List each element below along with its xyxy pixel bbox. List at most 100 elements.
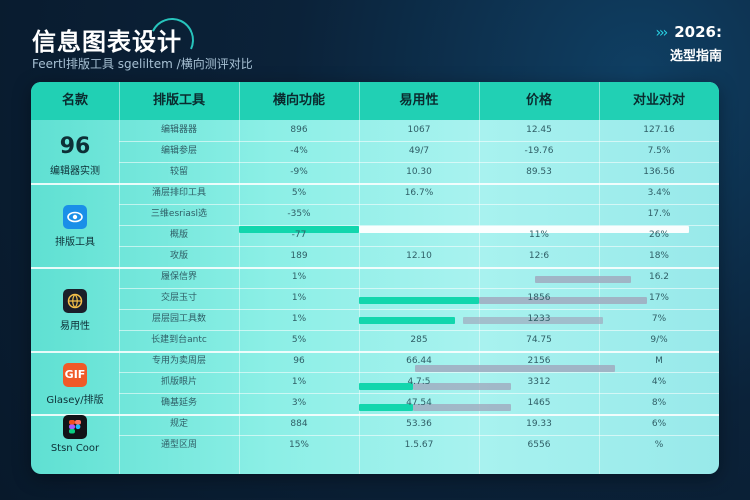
table-cell: 18% xyxy=(648,251,669,261)
table-cell: 抓版眼片 xyxy=(160,377,197,387)
table-cell: 16.7% xyxy=(404,188,434,198)
table-cell: 5% xyxy=(291,335,307,345)
score-bar xyxy=(463,317,603,324)
table-cell: 66.44 xyxy=(406,356,432,366)
table-cell: 896 xyxy=(290,125,308,135)
column-header: 排版工具 xyxy=(152,93,205,108)
column-divider xyxy=(239,82,240,474)
row-divider xyxy=(119,246,719,247)
eye-icon xyxy=(63,205,87,229)
score-bar xyxy=(413,404,511,411)
table-cell: 127.16 xyxy=(643,125,675,135)
table-cell xyxy=(479,183,599,204)
table-cell: 49/7 xyxy=(408,146,430,156)
table-header xyxy=(31,82,719,120)
table-cell xyxy=(359,309,479,330)
comparison-table: 名款 排版工具 横向功能 易用性 价格 对业对对 96 编辑器实测 编辑器器 896 1067 12.… xyxy=(31,82,719,474)
table-cell xyxy=(359,267,479,288)
page-subtitle: Feertl排版工具 sgeliltem /横向测评对比 xyxy=(32,57,253,71)
table-cell: 1% xyxy=(291,272,307,282)
table-cell: M xyxy=(655,356,663,366)
group-label: 易用性 xyxy=(60,321,90,332)
table-cell: 12.45 xyxy=(526,125,552,135)
column-header: 价格 xyxy=(525,93,552,108)
column-divider xyxy=(119,82,120,474)
table-cell xyxy=(359,204,479,225)
table-cell: 17.% xyxy=(647,209,671,219)
table-cell: 1% xyxy=(291,314,307,324)
row-divider xyxy=(119,309,719,310)
group-label: Glasey/排版 xyxy=(46,394,104,406)
table-cell xyxy=(479,267,599,288)
table-cell: 9/% xyxy=(650,335,668,345)
table-cell: 1856 xyxy=(527,293,551,303)
score-bar xyxy=(415,365,615,372)
table-cell: 7.5% xyxy=(647,146,671,156)
table-cell: -19.76 xyxy=(524,146,554,156)
arrows-icon: ››› xyxy=(655,25,668,41)
table-cell xyxy=(359,225,479,246)
table-cell: % xyxy=(654,440,664,450)
table-cell: 5% xyxy=(291,188,307,198)
figma-icon xyxy=(63,415,87,439)
table-cell: -9% xyxy=(290,167,308,177)
table-cell: 16.2 xyxy=(648,272,670,282)
table-cell: 三维esriasl选 xyxy=(150,209,208,219)
score-bar xyxy=(413,383,511,390)
row-divider xyxy=(119,141,719,142)
table-cell: 规定 xyxy=(169,419,188,429)
row-divider xyxy=(119,372,719,373)
table-cell: 17% xyxy=(648,293,669,303)
row-divider xyxy=(119,225,719,226)
group-label: Stsn Coor xyxy=(50,443,100,454)
column-divider xyxy=(359,82,360,474)
table-cell: -4% xyxy=(290,146,308,156)
table-cell: 8% xyxy=(651,398,667,408)
row-divider xyxy=(119,204,719,205)
table-cell: 3% xyxy=(291,398,307,408)
row-divider xyxy=(119,435,719,436)
table-cell: 11% xyxy=(528,230,549,240)
column-header: 对业对对 xyxy=(632,93,685,108)
score-bar xyxy=(359,297,479,304)
table-cell: 26% xyxy=(648,230,669,240)
table-cell: 4% xyxy=(651,377,667,387)
column-header: 名款 xyxy=(61,93,88,108)
table-cell: 7% xyxy=(651,314,667,324)
table-cell: 884 xyxy=(290,419,308,429)
score-bar xyxy=(359,404,413,411)
table-cell: 6% xyxy=(651,419,667,429)
table-cell: 1465 xyxy=(527,398,551,408)
gif-icon: GIF xyxy=(63,362,87,387)
table-cell: 长建到台antc xyxy=(151,335,207,345)
table-cell: 74.75 xyxy=(526,335,552,345)
group-label: 排版工具 xyxy=(55,237,95,248)
group-number: 96 xyxy=(59,134,91,159)
table-cell: 89.53 xyxy=(526,167,552,177)
row-divider xyxy=(119,393,719,394)
table-cell: 10.30 xyxy=(406,167,432,177)
table-cell: 136.56 xyxy=(643,167,675,177)
score-bar xyxy=(359,383,413,390)
table-cell: 189 xyxy=(290,251,308,261)
table-cell xyxy=(479,204,599,225)
score-bar xyxy=(239,226,359,233)
table-cell: 12.10 xyxy=(406,251,432,261)
group-divider xyxy=(31,267,719,269)
globe-icon xyxy=(63,289,87,313)
table-cell: 19.33 xyxy=(526,419,552,429)
group-divider xyxy=(31,183,719,185)
table-cell: 编辑器器 xyxy=(160,125,197,135)
table-cell: 4.7:5 xyxy=(407,377,431,387)
table-cell: 交层玉寸 xyxy=(160,293,197,303)
table-cell: 层层园工具数 xyxy=(151,314,206,324)
table-cell: 285 xyxy=(410,335,428,345)
badge-guide: 选型指南 xyxy=(669,49,722,64)
table-cell: -35% xyxy=(287,209,311,219)
group-divider xyxy=(31,414,719,416)
score-bar xyxy=(359,226,689,233)
table-cell xyxy=(359,288,479,309)
table-cell: 1233 xyxy=(527,314,551,324)
column-header: 横向功能 xyxy=(272,93,325,108)
table-cell: 1% xyxy=(291,293,307,303)
